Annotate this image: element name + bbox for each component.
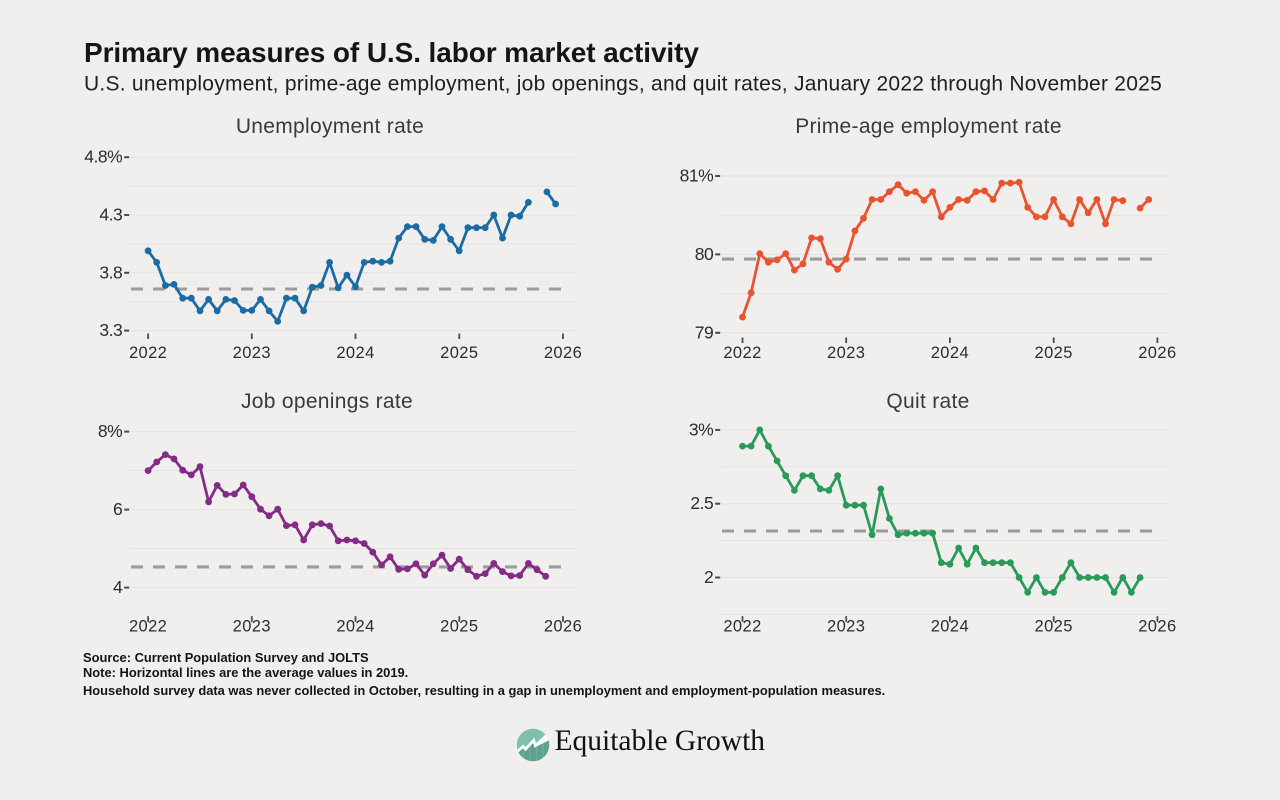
svg-text:4: 4	[113, 577, 123, 597]
svg-text:2022: 2022	[129, 618, 167, 636]
svg-text:2026: 2026	[1138, 618, 1176, 636]
svg-text:Quit rate: Quit rate	[886, 390, 969, 413]
svg-text:U.S. unemployment, prime-age e: U.S. unemployment, prime-age employment,…	[84, 73, 1162, 96]
svg-text:Source: Current Population Sur: Source: Current Population Survey and JO…	[83, 650, 369, 665]
svg-text:2024: 2024	[931, 344, 969, 362]
svg-text:81%: 81%	[680, 166, 714, 186]
svg-text:2026: 2026	[1138, 344, 1176, 362]
svg-text:Primary measures of U.S. labor: Primary measures of U.S. labor market ac…	[84, 37, 699, 68]
svg-text:2: 2	[704, 567, 713, 587]
svg-text:Prime-age employment rate: Prime-age employment rate	[795, 115, 1062, 138]
svg-text:2024: 2024	[336, 618, 374, 636]
svg-text:2025: 2025	[440, 618, 478, 636]
svg-text:3.8: 3.8	[99, 262, 122, 282]
svg-text:3%: 3%	[689, 419, 713, 439]
svg-text:80: 80	[695, 244, 714, 264]
svg-text:Household survey data was neve: Household survey data was never collecte…	[83, 683, 885, 698]
svg-text:2025: 2025	[1035, 618, 1073, 636]
svg-text:2024: 2024	[931, 618, 969, 636]
svg-text:2023: 2023	[233, 618, 271, 636]
svg-text:Equitable Growth: Equitable Growth	[555, 725, 766, 757]
svg-text:2022: 2022	[723, 618, 761, 636]
svg-text:2025: 2025	[440, 344, 478, 362]
svg-text:Unemployment rate: Unemployment rate	[236, 115, 424, 138]
svg-text:2023: 2023	[233, 344, 271, 362]
svg-text:2023: 2023	[827, 344, 865, 362]
svg-text:4.8%: 4.8%	[84, 147, 122, 167]
svg-text:79: 79	[695, 322, 713, 342]
svg-text:2026: 2026	[544, 618, 582, 636]
svg-text:2.5: 2.5	[690, 493, 713, 513]
svg-text:2024: 2024	[336, 344, 374, 362]
svg-text:2026: 2026	[544, 344, 582, 362]
svg-text:8%: 8%	[98, 421, 122, 441]
svg-text:4.3: 4.3	[99, 205, 122, 225]
svg-text:Job openings rate: Job openings rate	[241, 390, 413, 413]
svg-text:6: 6	[113, 499, 122, 519]
svg-text:2022: 2022	[723, 344, 761, 362]
svg-text:2022: 2022	[129, 344, 167, 362]
svg-text:2025: 2025	[1035, 344, 1073, 362]
svg-text:2023: 2023	[827, 618, 865, 636]
svg-text:Note: Horizontal lines are the: Note: Horizontal lines are the average v…	[83, 665, 408, 680]
svg-text:3.3: 3.3	[99, 320, 122, 340]
